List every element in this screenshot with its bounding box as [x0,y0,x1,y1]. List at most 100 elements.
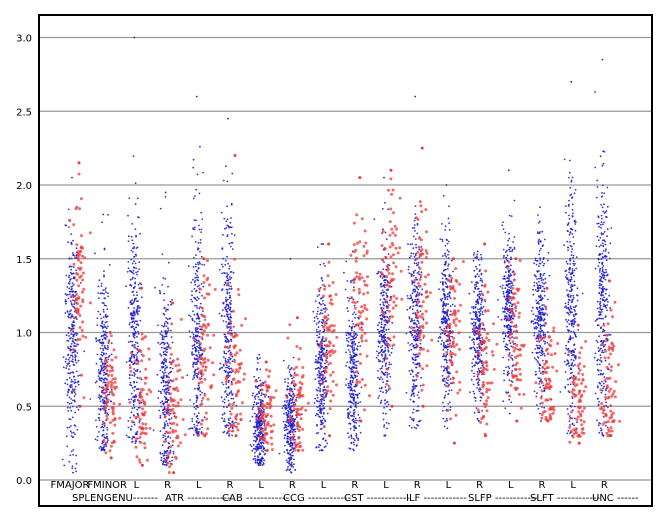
blue-point [354,419,356,422]
blue-point [225,396,228,398]
blue-point [538,309,541,312]
blue-point [195,254,197,256]
blue-point [259,424,261,426]
blue-point [192,361,195,364]
blue-point [164,432,166,435]
blue-point [77,383,80,386]
blue-point [226,315,229,318]
blue-point [201,294,203,297]
blue-point [100,285,103,287]
blue-point [132,396,134,399]
blue-point [351,341,354,343]
blue-point [77,359,80,362]
blue-point [418,292,421,294]
blue-point [317,446,320,449]
blue-point [103,389,105,391]
blue-point [162,379,164,382]
blue-point [418,420,420,422]
blue-point [68,226,70,229]
blue-point [256,368,258,370]
blue-point [503,337,506,340]
blue-point [227,399,230,402]
blue-point [412,345,415,348]
blue-point [468,336,471,338]
blue-point [384,336,387,339]
blue-point [407,265,410,268]
blue-point [382,418,385,421]
blue-point [131,387,134,389]
blue-point [566,262,569,265]
blue-point [260,449,263,452]
blue-point [161,400,164,403]
blue-point [538,232,541,235]
blue-point [201,391,204,394]
blue-point [227,225,230,228]
blue-point [543,294,546,297]
blue-point [68,293,71,296]
blue-point [324,445,327,448]
blue-point [227,298,229,301]
blue-point [412,329,414,332]
blue-point [141,296,143,299]
blue-point [539,372,542,374]
blue-point [564,371,567,373]
blue-point [377,352,380,355]
blue-point [221,400,224,403]
blue-point [411,358,414,360]
blue-point [292,429,295,431]
blue-point [74,354,76,356]
blue-point [443,268,446,271]
blue-point [229,358,231,361]
blue-point [351,392,354,395]
blue-point [98,341,101,343]
blue-point [315,388,318,391]
blue-point [476,346,479,349]
blue-point [222,383,225,386]
blue-point [321,419,323,422]
blue-point [510,372,513,374]
blue-point [140,283,143,286]
blue-point [229,410,231,413]
blue-point [411,334,413,337]
blue-point [356,396,359,399]
blue-point [136,312,139,314]
blue-point [253,412,256,415]
blue-point [355,406,358,408]
blue-point [544,341,547,343]
blue-point [314,367,317,370]
blue-point [567,341,570,343]
blue-point [75,454,77,457]
blue-point [568,176,570,179]
blue-point [102,330,105,333]
blue-point [72,290,74,293]
blue-point [230,329,233,332]
blue-point [162,351,165,354]
blue-point [103,274,105,276]
blue-point [165,320,167,323]
blue-point [171,444,174,447]
blue-point [105,291,107,293]
blue-point [75,334,78,337]
blue-point [223,369,226,372]
blue-point [389,315,391,318]
blue-point [99,364,102,367]
blue-point [345,337,348,340]
blue-point [196,397,199,399]
blue-point [513,236,516,238]
blue-point [352,449,355,452]
blue-point [476,418,479,420]
blue-point [355,445,358,447]
blue-point [474,256,476,259]
blue-point [102,316,105,318]
blue-point [134,320,137,323]
blue-point [508,398,510,401]
blue-point [192,166,195,169]
blue-point [445,313,448,316]
blue-point [133,381,136,384]
blue-point [224,259,227,262]
blue-point [316,331,318,333]
blue-point [538,306,541,309]
blue-point [133,396,136,399]
blue-point [227,339,229,341]
blue-point [412,408,415,411]
